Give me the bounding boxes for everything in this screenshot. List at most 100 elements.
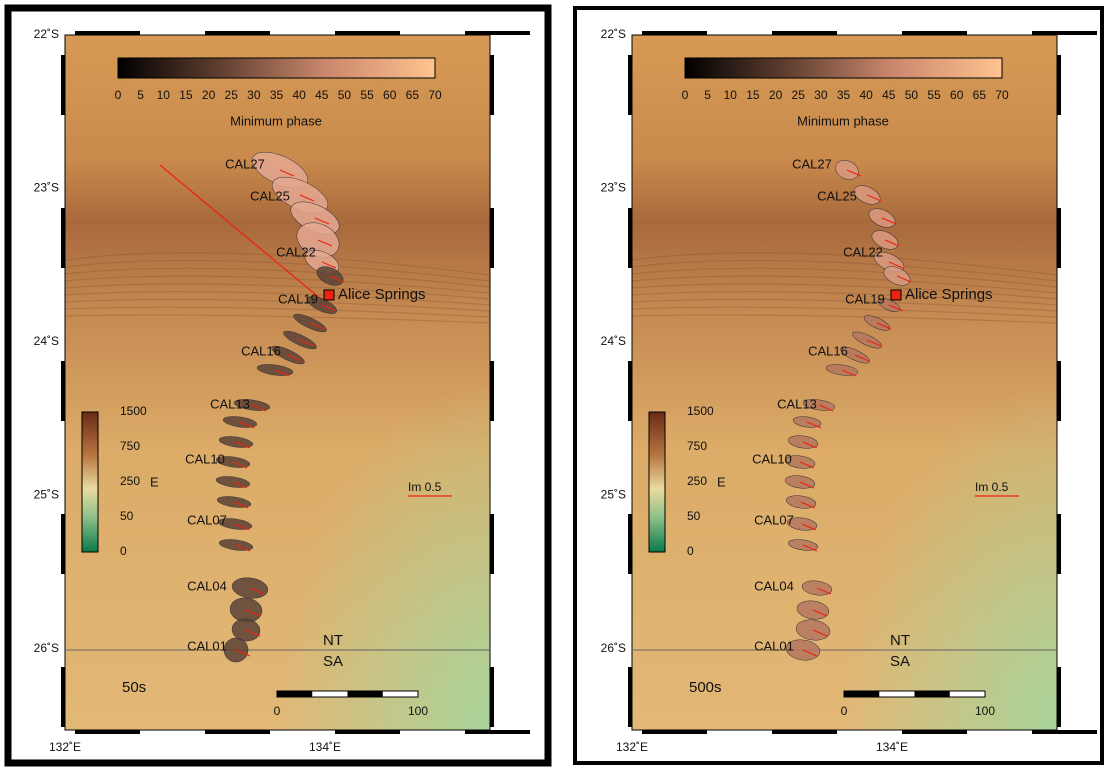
frame-tick: [335, 730, 400, 734]
frame-tick: [490, 55, 494, 115]
frame-tick: [1057, 361, 1061, 421]
scale-bar-segment: [915, 691, 950, 697]
station-label: CAL27: [225, 156, 265, 171]
elevation-tick-label: 250: [120, 474, 140, 488]
frame-tick: [1057, 208, 1061, 268]
phase-tick-label: 50: [905, 88, 919, 102]
phase-tick-label: 20: [769, 88, 783, 102]
phase-tick-label: 65: [973, 88, 987, 102]
phase-tick-label: 10: [157, 88, 171, 102]
scale-bar-label: 0: [274, 704, 281, 718]
lat-tick-label: 23˚S: [34, 181, 59, 195]
phase-bar-title: Minimum phase: [230, 113, 322, 128]
lon-tick-label: 132˚E: [616, 740, 648, 754]
station-label: CAL01: [754, 638, 794, 653]
frame-tick: [75, 730, 140, 734]
frame-tick: [75, 31, 140, 35]
state-label: SA: [890, 653, 910, 670]
station-label: CAL07: [754, 512, 794, 527]
station-label: CAL10: [185, 451, 225, 466]
lowland: [632, 35, 1057, 730]
period-label: 50s: [122, 679, 146, 696]
lowland: [65, 35, 490, 730]
phase-tick-label: 15: [179, 88, 193, 102]
station-label: CAL07: [187, 512, 227, 527]
elevation-tick-label: 1500: [687, 404, 714, 418]
arrow-scale-label: Im 0.5: [408, 480, 442, 494]
frame-tick: [772, 730, 837, 734]
station-label: CAL25: [817, 188, 857, 203]
lon-tick-label: 134˚E: [309, 740, 341, 754]
scale-bar-segment: [277, 691, 312, 697]
phase-tick-label: 45: [882, 88, 896, 102]
elevation-tick-label: 750: [120, 439, 140, 453]
lat-tick-label: 22˚S: [34, 27, 59, 41]
station-label: CAL22: [843, 244, 883, 259]
frame-tick: [628, 55, 632, 115]
phase-tick-label: 5: [704, 88, 711, 102]
phase-tick-label: 20: [202, 88, 216, 102]
figure: 22˚S23˚S24˚S25˚S26˚S132˚E134˚ENTSA051015…: [0, 0, 1104, 769]
town-marker: [891, 290, 901, 300]
town-label: Alice Springs: [338, 286, 426, 303]
phase-tick-label: 55: [360, 88, 374, 102]
station-label: CAL10: [752, 451, 792, 466]
state-label: NT: [323, 632, 343, 649]
phase-tick-label: 50: [338, 88, 352, 102]
lon-tick-label: 134˚E: [876, 740, 908, 754]
lat-tick-label: 24˚S: [34, 334, 59, 348]
elevation-label: E: [150, 474, 159, 489]
frame-tick: [61, 514, 65, 574]
phase-tick-label: 15: [746, 88, 760, 102]
elevation-tick-label: 250: [687, 474, 707, 488]
lat-tick-label: 24˚S: [601, 334, 626, 348]
frame-tick: [628, 361, 632, 421]
state-label: SA: [323, 653, 343, 670]
frame-tick: [902, 31, 967, 35]
town-marker: [324, 290, 334, 300]
arrow-scale-label: Im 0.5: [975, 480, 1009, 494]
station-label: CAL04: [754, 578, 794, 593]
elevation-tick-label: 1500: [120, 404, 147, 418]
scale-bar-label: 0: [841, 704, 848, 718]
elevation-colorbar: [649, 412, 665, 552]
frame-tick: [490, 667, 494, 727]
elevation-tick-label: 0: [687, 544, 694, 558]
frame-tick: [61, 55, 65, 115]
scale-bar-segment: [844, 691, 879, 697]
station-label: CAL19: [845, 291, 885, 306]
page: {"panels": [ {"period": "50s", "lat_tick…: [0, 0, 1104, 769]
lat-tick-label: 26˚S: [34, 641, 59, 655]
frame-tick: [642, 730, 707, 734]
frame-tick: [1057, 667, 1061, 727]
station-label: CAL16: [241, 343, 281, 358]
scale-bar-label: 100: [408, 704, 428, 718]
phase-colorbar: [118, 58, 435, 78]
frame-tick: [1032, 730, 1097, 734]
phase-bar-title: Minimum phase: [797, 113, 889, 128]
frame-tick: [205, 730, 270, 734]
frame-tick: [902, 730, 967, 734]
phase-tick-label: 0: [115, 88, 122, 102]
phase-colorbar: [685, 58, 1002, 78]
phase-tick-label: 25: [225, 88, 239, 102]
frame-tick: [1057, 514, 1061, 574]
elevation-tick-label: 50: [687, 509, 701, 523]
frame-tick: [1057, 55, 1061, 115]
frame-tick: [465, 31, 530, 35]
frame-tick: [61, 208, 65, 268]
frame-tick: [642, 31, 707, 35]
station-label: CAL16: [808, 343, 848, 358]
frame-tick: [628, 208, 632, 268]
phase-tick-label: 40: [859, 88, 873, 102]
phase-tick-label: 45: [315, 88, 329, 102]
elevation-tick-label: 750: [687, 439, 707, 453]
phase-tick-label: 30: [814, 88, 828, 102]
frame-tick: [335, 31, 400, 35]
lat-tick-label: 26˚S: [601, 641, 626, 655]
phase-tick-label: 55: [927, 88, 941, 102]
elevation-colorbar: [82, 412, 98, 552]
scale-bar-label: 100: [975, 704, 995, 718]
station-label: CAL27: [792, 156, 832, 171]
